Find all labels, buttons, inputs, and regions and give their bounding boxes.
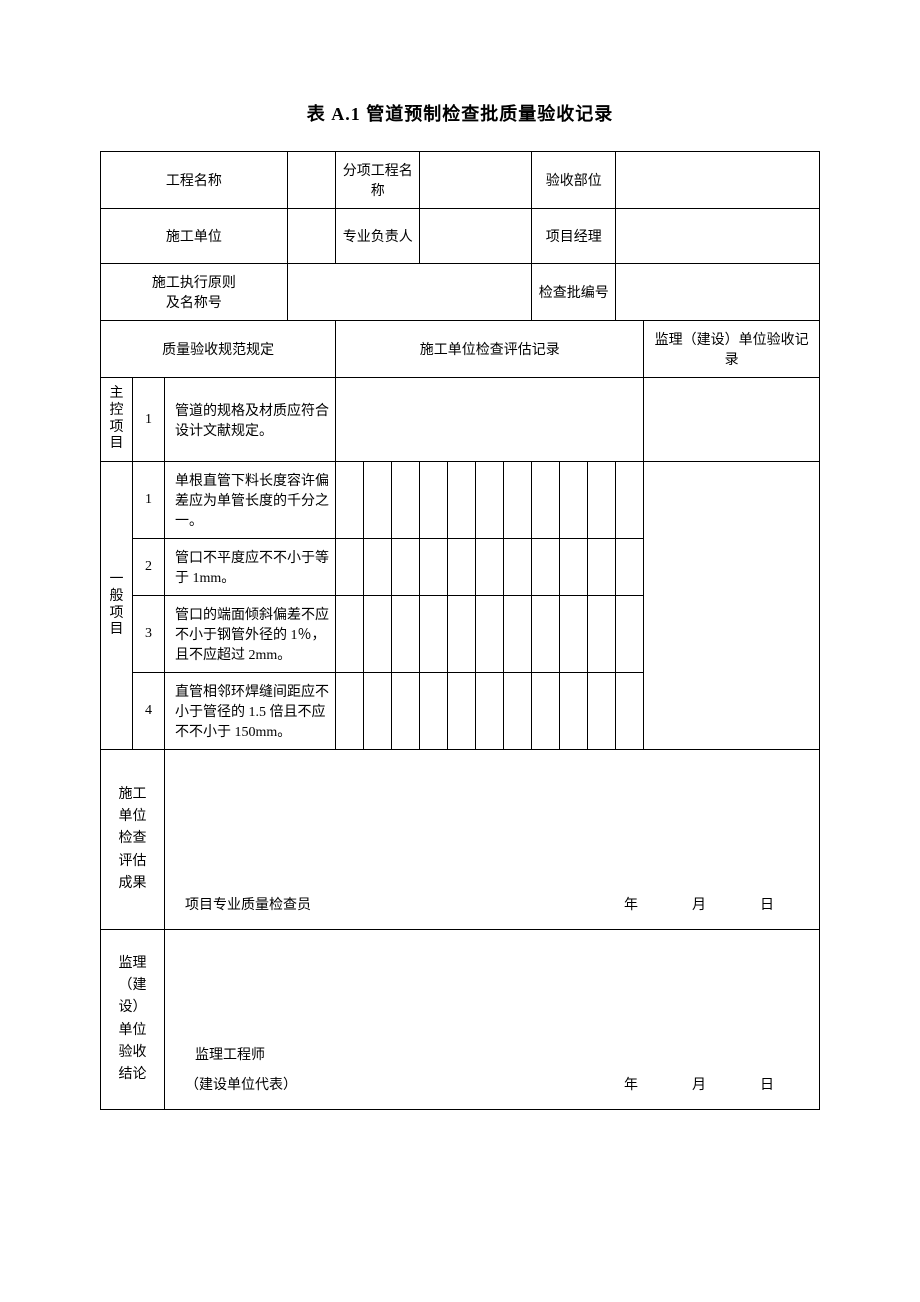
main-group-label: 主控项目 — [101, 378, 133, 462]
grid-cell — [476, 596, 504, 673]
general-supervise — [644, 462, 820, 750]
value-project-name — [287, 152, 335, 209]
main-item-supervise — [644, 378, 820, 462]
gen-2-num: 2 — [133, 539, 165, 596]
grid-cell — [504, 462, 532, 539]
label-accept-part: 验收部位 — [532, 152, 616, 209]
grid-cell — [504, 539, 532, 596]
grid-cell — [420, 596, 448, 673]
value-subitem-name — [420, 152, 532, 209]
section-head-row: 质量验收规范规定 施工单位检查评估记录 监理（建设）单位验收记录 — [101, 321, 820, 378]
main-item-check — [336, 378, 644, 462]
grid-cell — [448, 462, 476, 539]
gen-1-text: 单根直管下料长度容许偏差应为单管长度的千分之一。 — [165, 462, 336, 539]
supervise-sig-label: 监理 （建设） 单位 验收 结论 — [101, 930, 165, 1110]
label-subitem-name: 分项工程名称 — [336, 152, 420, 209]
general-group-label: 一般项目 — [101, 462, 133, 750]
grid-cell — [476, 462, 504, 539]
gen-3-num: 3 — [133, 596, 165, 673]
grid-cell — [532, 539, 560, 596]
grid-cell — [588, 539, 616, 596]
table-title: 表 A.1 管道预制检查批质量验收记录 — [100, 100, 820, 126]
inspect-signer-title: 项目专业质量检查员 — [185, 894, 311, 914]
inspect-sig-label: 施工 单位 检查 评估 成果 — [101, 750, 165, 930]
value-responsible — [420, 209, 532, 264]
header-row-2: 施工单位 专业负责人 项目经理 — [101, 209, 820, 264]
grid-cell — [560, 462, 588, 539]
grid-cell — [616, 539, 644, 596]
grid-cell — [532, 673, 560, 750]
label-responsible: 专业负责人 — [336, 209, 420, 264]
grid-cell — [336, 539, 364, 596]
gen-2-text: 管口不平度应不不小于等于 1mm。 — [165, 539, 336, 596]
gen-4-num: 4 — [133, 673, 165, 750]
supervise-sig-row: 监理 （建设） 单位 验收 结论 监理工程师 （建设单位代表） 年 月 日 — [101, 930, 820, 1110]
grid-cell — [420, 539, 448, 596]
grid-cell — [560, 673, 588, 750]
header-row-1: 工程名称 分项工程名称 验收部位 — [101, 152, 820, 209]
label-construction-unit: 施工单位 — [101, 209, 288, 264]
grid-cell — [392, 673, 420, 750]
main-item-num: 1 — [133, 378, 165, 462]
head-check: 施工单位检查评估记录 — [336, 321, 644, 378]
value-pm — [616, 209, 820, 264]
inspect-sig-area: 项目专业质量检查员 年 月 日 — [165, 750, 820, 930]
value-exec-principle — [287, 264, 531, 321]
grid-cell — [532, 462, 560, 539]
label-pm: 项目经理 — [532, 209, 616, 264]
grid-cell — [420, 462, 448, 539]
supervise-sig-area: 监理工程师 （建设单位代表） 年 月 日 — [165, 930, 820, 1110]
inspect-sig-row: 施工 单位 检查 评估 成果 项目专业质量检查员 年 月 日 — [101, 750, 820, 930]
gen-4-text: 直管相邻环焊缝间距应不小于管径的 1.5 倍且不应不不小于 150mm。 — [165, 673, 336, 750]
value-batch-no — [616, 264, 820, 321]
head-spec: 质量验收规范规定 — [101, 321, 336, 378]
grid-cell — [616, 596, 644, 673]
grid-cell — [392, 462, 420, 539]
grid-cell — [476, 673, 504, 750]
grid-cell — [448, 539, 476, 596]
grid-cell — [448, 673, 476, 750]
supervise-signer2: （建设单位代表） — [185, 1074, 297, 1094]
grid-cell — [364, 462, 392, 539]
grid-cell — [392, 539, 420, 596]
label-batch-no: 检查批编号 — [532, 264, 616, 321]
value-accept-part — [616, 152, 820, 209]
value-construction-unit — [287, 209, 335, 264]
grid-cell — [448, 596, 476, 673]
main-item-text: 管道的规格及材质应符合设计文献规定。 — [165, 378, 336, 462]
grid-cell — [532, 596, 560, 673]
grid-cell — [616, 462, 644, 539]
head-supervise: 监理（建设）单位验收记录 — [644, 321, 820, 378]
grid-cell — [392, 596, 420, 673]
grid-cell — [364, 673, 392, 750]
gen-3-text: 管口的端面倾斜偏差不应不小于钢管外径的 1％，且不应超过 2mm。 — [165, 596, 336, 673]
inspection-table: 工程名称 分项工程名称 验收部位 施工单位 专业负责人 项目经理 施工执行原则 … — [100, 151, 820, 1110]
header-row-3: 施工执行原则 及名称号 检查批编号 — [101, 264, 820, 321]
grid-cell — [588, 596, 616, 673]
supervise-date: 年 月 日 — [624, 1074, 804, 1094]
grid-cell — [560, 539, 588, 596]
grid-cell — [364, 539, 392, 596]
grid-cell — [560, 596, 588, 673]
grid-cell — [588, 673, 616, 750]
grid-cell — [616, 673, 644, 750]
grid-cell — [364, 596, 392, 673]
grid-cell — [588, 462, 616, 539]
grid-cell — [504, 673, 532, 750]
grid-cell — [476, 539, 504, 596]
gen-1-num: 1 — [133, 462, 165, 539]
grid-cell — [336, 596, 364, 673]
main-item-row: 主控项目 1 管道的规格及材质应符合设计文献规定。 — [101, 378, 820, 462]
grid-cell — [504, 596, 532, 673]
general-item-row-1: 一般项目 1 单根直管下料长度容许偏差应为单管长度的千分之一。 — [101, 462, 820, 539]
supervise-signer1: 监理工程师 — [185, 1044, 804, 1064]
label-project-name: 工程名称 — [101, 152, 288, 209]
grid-cell — [420, 673, 448, 750]
grid-cell — [336, 673, 364, 750]
grid-cell — [336, 462, 364, 539]
inspect-date: 年 月 日 — [624, 894, 804, 914]
label-exec-principle: 施工执行原则 及名称号 — [101, 264, 288, 321]
